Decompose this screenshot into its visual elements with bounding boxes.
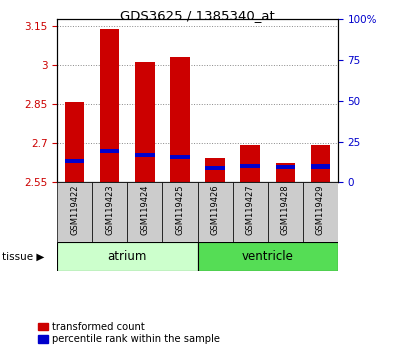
Text: GSM119423: GSM119423: [105, 184, 115, 235]
Bar: [100, 29, 120, 182]
Bar: [135, 62, 154, 182]
Text: GSM119425: GSM119425: [175, 184, 184, 235]
Text: ventricle: ventricle: [242, 250, 293, 263]
Bar: [127, 182, 162, 242]
Bar: [233, 182, 267, 242]
Bar: [198, 242, 338, 271]
Bar: [205, 158, 225, 182]
Text: GSM119426: GSM119426: [211, 184, 220, 235]
Text: GDS3625 / 1385340_at: GDS3625 / 1385340_at: [120, 9, 275, 22]
Text: GSM119429: GSM119429: [316, 184, 325, 235]
Bar: [65, 102, 85, 182]
Bar: [162, 182, 198, 242]
Bar: [275, 163, 295, 182]
Bar: [135, 153, 154, 157]
Bar: [92, 182, 127, 242]
Bar: [303, 182, 338, 242]
Bar: [310, 144, 330, 182]
Text: GSM119428: GSM119428: [280, 184, 290, 235]
Bar: [310, 164, 330, 169]
Text: GSM119422: GSM119422: [70, 184, 79, 235]
Text: GSM119424: GSM119424: [140, 184, 149, 235]
Bar: [57, 242, 198, 271]
Bar: [205, 166, 225, 170]
Bar: [57, 182, 92, 242]
Bar: [275, 165, 295, 169]
Bar: [170, 57, 190, 182]
Bar: [267, 182, 303, 242]
Text: tissue ▶: tissue ▶: [2, 252, 44, 262]
Bar: [170, 155, 190, 159]
Text: GSM119427: GSM119427: [246, 184, 255, 235]
Bar: [65, 159, 85, 163]
Text: atrium: atrium: [108, 250, 147, 263]
Legend: transformed count, percentile rank within the sample: transformed count, percentile rank withi…: [37, 321, 220, 346]
Bar: [241, 164, 260, 168]
Bar: [100, 149, 120, 153]
Bar: [198, 182, 233, 242]
Bar: [241, 144, 260, 182]
